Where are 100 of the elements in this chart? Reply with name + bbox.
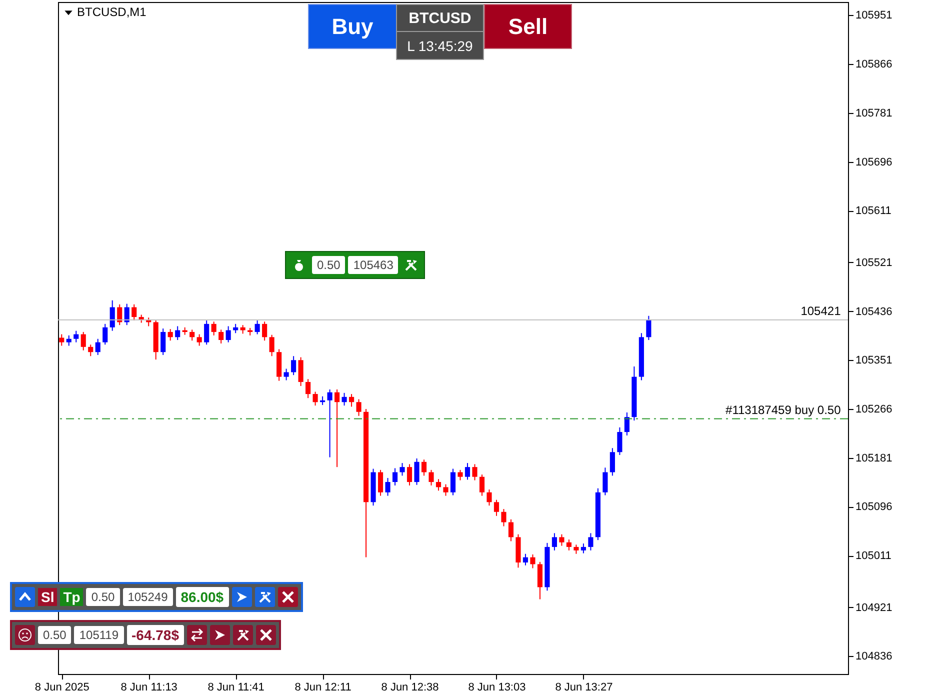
x-tick-label: 8 Jun 11:41 bbox=[208, 682, 264, 694]
candlestick bbox=[204, 320, 210, 346]
x-tick-label: 8 Jun 13:03 bbox=[468, 682, 526, 694]
candlestick bbox=[80, 331, 86, 351]
candlestick bbox=[574, 544, 579, 554]
annotation: 105463 bbox=[348, 256, 398, 274]
x-tick-label: 8 Jun 13:27 bbox=[555, 682, 613, 694]
candlestick bbox=[356, 398, 362, 416]
candlestick bbox=[588, 532, 594, 551]
candlestick bbox=[522, 553, 528, 566]
annotation: 0.50 bbox=[38, 626, 72, 644]
y-tick-label: 105951 bbox=[856, 10, 892, 22]
y-tick-label: 105436 bbox=[856, 306, 892, 318]
candlestick bbox=[196, 334, 202, 346]
y-tick-label: 104921 bbox=[856, 602, 892, 614]
candlestick bbox=[348, 394, 354, 408]
candlestick bbox=[254, 320, 260, 335]
annotation: L 13:45:29 bbox=[396, 31, 484, 60]
candlestick bbox=[175, 326, 180, 341]
candlestick bbox=[392, 468, 398, 486]
candlestick bbox=[102, 323, 108, 346]
candlestick bbox=[610, 448, 615, 476]
candlestick bbox=[218, 329, 224, 344]
y-tick-label: 105611 bbox=[856, 205, 892, 218]
candlestick bbox=[95, 338, 100, 356]
candlestick bbox=[66, 334, 72, 346]
y-tick-label: 104836 bbox=[856, 650, 892, 663]
x-tick-label: 8 Jun 11:13 bbox=[120, 682, 178, 694]
candlestick bbox=[298, 356, 304, 386]
candlestick bbox=[117, 304, 122, 326]
candlestick bbox=[262, 321, 268, 342]
candlestick bbox=[306, 378, 311, 399]
candlestick bbox=[436, 478, 442, 492]
x-tick-label: 8 Jun 12:38 bbox=[381, 682, 439, 694]
candlestick bbox=[124, 303, 130, 326]
candlestick bbox=[211, 321, 216, 336]
candlestick bbox=[458, 469, 463, 481]
candlestick bbox=[190, 329, 195, 342]
x-tick-label: 8 Jun 2025 bbox=[34, 682, 90, 694]
candlestick bbox=[552, 532, 558, 551]
candlestick bbox=[160, 328, 166, 356]
candlestick bbox=[414, 458, 420, 486]
candlestick bbox=[334, 388, 340, 468]
y-tick-label: 105521 bbox=[856, 256, 892, 269]
candlestick bbox=[110, 300, 115, 332]
candlestick bbox=[472, 464, 478, 481]
y-tick-label: 105011 bbox=[856, 550, 892, 562]
y-tick-label: 105096 bbox=[856, 501, 892, 514]
candlestick bbox=[501, 508, 506, 527]
candlestick bbox=[226, 326, 231, 343]
candlestick bbox=[385, 477, 390, 496]
candlestick bbox=[566, 538, 572, 551]
annotation: -64.78$ bbox=[126, 625, 184, 645]
x-tick-label: 8 Jun 12:11 bbox=[294, 682, 352, 694]
candlestick bbox=[378, 469, 384, 496]
candlestick bbox=[617, 426, 622, 456]
candlestick bbox=[406, 464, 412, 486]
candlestick bbox=[59, 334, 64, 346]
candlestick bbox=[421, 459, 427, 476]
y-tick-label: 105181 bbox=[856, 452, 892, 464]
annotation: 86.00$ bbox=[176, 587, 229, 607]
candlestick bbox=[284, 368, 289, 381]
candlestick bbox=[400, 462, 405, 476]
candlestick bbox=[602, 467, 608, 496]
chart-title: BTCUSD,M1 bbox=[77, 5, 146, 19]
ref-line-label: 105421 bbox=[800, 304, 842, 318]
annotation: Buy bbox=[308, 4, 397, 49]
candlestick bbox=[479, 474, 485, 496]
candlestick bbox=[464, 462, 470, 480]
candlestick bbox=[168, 328, 173, 342]
candlestick bbox=[559, 534, 564, 546]
candlestick bbox=[443, 484, 448, 496]
text: Sl bbox=[41, 589, 54, 605]
ref-line-label: #113187459 buy 0.50 bbox=[726, 402, 842, 417]
candlestick bbox=[646, 315, 652, 341]
candlestick bbox=[580, 543, 586, 554]
annotation: 105249 bbox=[122, 588, 173, 606]
annotation: Sell bbox=[484, 4, 572, 49]
y-tick-label: 105351 bbox=[856, 354, 892, 367]
annotation: 0.50 bbox=[86, 588, 120, 606]
candlestick bbox=[530, 554, 536, 569]
candlestick bbox=[508, 518, 514, 542]
candlestick bbox=[486, 488, 492, 506]
annotation: 105119 bbox=[74, 626, 124, 644]
candlestick bbox=[537, 561, 543, 600]
candlestick bbox=[88, 344, 94, 357]
candlestick bbox=[494, 499, 500, 516]
candlestick bbox=[269, 334, 274, 357]
candlestick bbox=[312, 391, 318, 406]
candlestick bbox=[450, 468, 456, 496]
candlestick bbox=[327, 388, 332, 458]
y-tick-label: 105696 bbox=[856, 156, 892, 168]
candlestick bbox=[624, 412, 630, 436]
candlestick bbox=[132, 304, 137, 321]
order-panel: 0.50 105463 bbox=[285, 251, 426, 279]
annotation: 0.50 bbox=[312, 256, 346, 274]
order-panel: 0.50 105119 -64.78$ bbox=[10, 620, 281, 650]
candlestick bbox=[428, 469, 434, 486]
candlestick bbox=[291, 356, 296, 376]
y-tick-label: 105781 bbox=[856, 107, 892, 120]
